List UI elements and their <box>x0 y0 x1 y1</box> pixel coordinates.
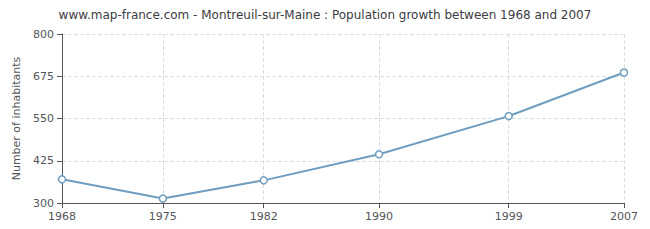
svg-text:www.map-france.com - Montreuil: www.map-france.com - Montreuil-sur-Maine… <box>59 8 592 22</box>
svg-text:2007: 2007 <box>610 210 638 223</box>
svg-text:425: 425 <box>33 154 54 167</box>
svg-text:1990: 1990 <box>365 210 393 223</box>
svg-text:800: 800 <box>33 28 54 41</box>
svg-text:Number of inhabitants: Number of inhabitants <box>10 56 23 180</box>
svg-text:1982: 1982 <box>250 210 278 223</box>
svg-text:675: 675 <box>33 70 54 83</box>
svg-text:1999: 1999 <box>495 210 523 223</box>
svg-text:1968: 1968 <box>48 210 76 223</box>
svg-text:550: 550 <box>33 112 54 125</box>
svg-text:300: 300 <box>33 197 54 210</box>
svg-text:1975: 1975 <box>149 210 177 223</box>
